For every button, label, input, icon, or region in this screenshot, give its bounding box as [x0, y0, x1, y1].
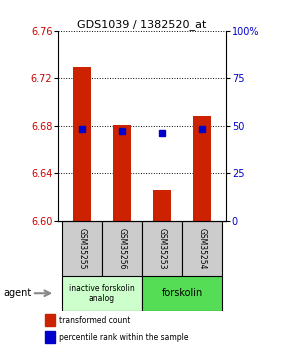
Text: GSM35254: GSM35254 [198, 228, 207, 269]
Title: GDS1039 / 1382520_at: GDS1039 / 1382520_at [77, 19, 207, 30]
Text: transformed count: transformed count [59, 316, 131, 325]
Text: forskolin: forskolin [162, 288, 203, 298]
Bar [142, 221, 182, 276]
Text: percentile rank within the sample: percentile rank within the sample [59, 333, 189, 342]
Bar [113, 125, 131, 221]
Text: GSM35253: GSM35253 [158, 228, 167, 269]
Bar [46, 331, 55, 343]
Bar [102, 221, 142, 276]
Bar [182, 221, 222, 276]
Bar [142, 276, 222, 310]
Bar [62, 276, 142, 310]
Text: GSM35255: GSM35255 [77, 228, 86, 269]
Bar [193, 117, 211, 221]
Text: inactive forskolin
analog: inactive forskolin analog [69, 284, 135, 303]
Text: GSM35256: GSM35256 [117, 228, 126, 269]
Text: agent: agent [3, 288, 31, 298]
Bar [46, 314, 55, 326]
Bar [153, 190, 171, 221]
Bar [73, 67, 91, 221]
Bar [62, 221, 102, 276]
